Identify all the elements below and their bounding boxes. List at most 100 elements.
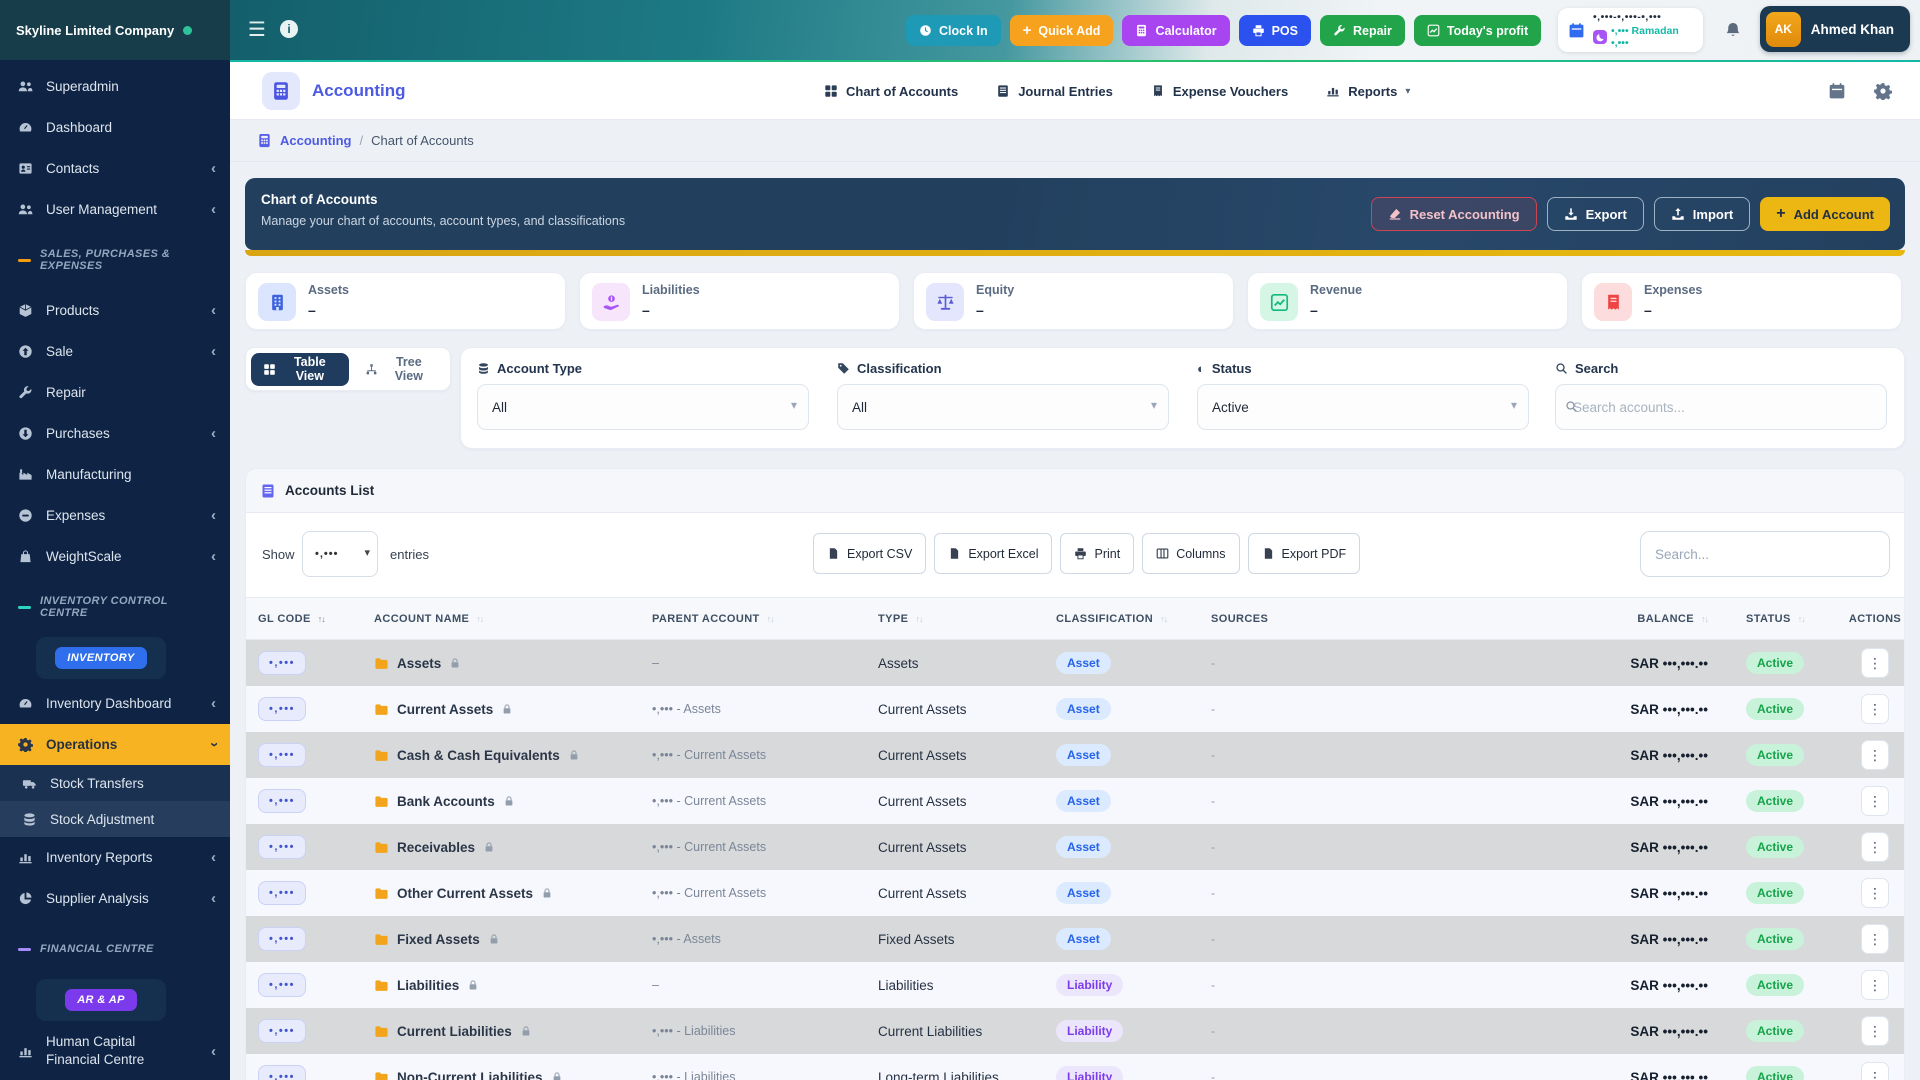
parent-account: •,••• - Current Assets xyxy=(640,840,866,854)
user-menu[interactable]: AK Ahmed Khan xyxy=(1760,6,1910,52)
sources: - xyxy=(1199,840,1456,854)
summary-cards: Assets – Liabilities – Equity – Revenue … xyxy=(245,272,1905,330)
col-parent-account[interactable]: PARENT ACCOUNT↑↓ xyxy=(640,613,866,625)
nav-expense-vouchers[interactable]: Expense Vouchers xyxy=(1151,84,1288,99)
status-badge: Active xyxy=(1746,698,1804,720)
chevron-left-icon: ‹ xyxy=(211,695,216,712)
table-row[interactable]: •,••• Assets – Assets Asset - SAR •••,••… xyxy=(246,640,1904,686)
sidebar-item-manufacturing[interactable]: Manufacturing xyxy=(0,454,230,495)
sidebar-item-expenses[interactable]: Expenses‹ xyxy=(0,495,230,536)
add-account-button[interactable]: +Add Account xyxy=(1760,197,1890,231)
clock-in-button[interactable]: Clock In xyxy=(906,15,1001,46)
breadcrumb-accounting[interactable]: Accounting xyxy=(280,133,352,148)
quick-add-button[interactable]: +Quick Add xyxy=(1010,15,1114,46)
todays-profit-button[interactable]: Today's profit xyxy=(1414,15,1541,46)
table-row[interactable]: •,••• Current Liabilities •,••• - Liabil… xyxy=(246,1008,1904,1054)
sidebar-item-sale[interactable]: Sale‹ xyxy=(0,331,230,372)
col-type[interactable]: TYPE↑↓ xyxy=(866,613,1044,625)
sidebar-item-stock-transfers[interactable]: Stock Transfers xyxy=(0,765,230,801)
search-accounts-input[interactable] xyxy=(1555,384,1887,430)
entries-per-page-select[interactable]: •,••• xyxy=(302,531,378,577)
sidebar-item-user-management[interactable]: User Management‹ xyxy=(0,189,230,230)
table-row[interactable]: •,••• Cash & Cash Equivalents •,••• - Cu… xyxy=(246,732,1904,778)
col-gl-code[interactable]: GL CODE↑↓ xyxy=(246,613,362,625)
row-actions-button[interactable]: ⋮ xyxy=(1861,740,1889,770)
account-type-select[interactable]: All xyxy=(477,384,809,430)
table-view-button[interactable]: Table View xyxy=(251,353,349,386)
import-button[interactable]: Import xyxy=(1654,197,1750,231)
pos-button[interactable]: POS xyxy=(1239,15,1311,46)
print-button[interactable]: Print xyxy=(1060,533,1134,574)
row-actions-button[interactable]: ⋮ xyxy=(1861,878,1889,908)
sidebar-item-superadmin[interactable]: Superadmin xyxy=(0,66,230,107)
col-sources[interactable]: SOURCES xyxy=(1199,613,1456,625)
sidebar-item-human-capital-financial-centre[interactable]: Human Capital Financial Centre‹ xyxy=(0,1025,230,1077)
hijri-date: •,••• Ramadan •,••• xyxy=(1593,25,1693,49)
row-actions-button[interactable]: ⋮ xyxy=(1861,970,1889,1000)
tree-view-button[interactable]: Tree View xyxy=(353,353,445,386)
date-widget[interactable]: •,•••-•,•••-•,••• •,••• Ramadan •,••• xyxy=(1558,8,1703,52)
avatar: AK xyxy=(1766,12,1801,47)
sidebar-item-supplier-analysis[interactable]: Supplier Analysis‹ xyxy=(0,878,230,919)
gears-icon xyxy=(18,737,33,752)
export-button[interactable]: Export xyxy=(1547,197,1644,231)
sidebar-item-weightscale[interactable]: WeightScale‹ xyxy=(0,536,230,577)
sidebar-item-label: Superadmin xyxy=(46,79,119,94)
table-row[interactable]: •,••• Fixed Assets •,••• - Assets Fixed … xyxy=(246,916,1904,962)
export-pdf-button[interactable]: Export PDF xyxy=(1248,533,1361,574)
table-row[interactable]: •,••• Liabilities – Liabilities Liabilit… xyxy=(246,962,1904,1008)
sidebar-item-stock-adjustment[interactable]: Stock Adjustment xyxy=(0,801,230,837)
file-icon xyxy=(1262,547,1275,560)
col-balance[interactable]: BALANCE↑↓ xyxy=(1456,613,1708,625)
sidebar-item-label: Operations xyxy=(46,737,117,752)
chevron-left-icon: ‹ xyxy=(211,548,216,565)
account-name: Non-Current Liabilities xyxy=(397,1070,543,1080)
columns-button[interactable]: Columns xyxy=(1142,533,1239,574)
col-status[interactable]: STATUS↑↓ xyxy=(1708,613,1846,625)
col-actions: ACTIONS xyxy=(1846,613,1904,625)
nav-journal-entries[interactable]: Journal Entries xyxy=(996,84,1113,99)
gear-icon[interactable] xyxy=(1874,82,1892,100)
row-actions-button[interactable]: ⋮ xyxy=(1861,648,1889,678)
export-excel-button[interactable]: Export Excel xyxy=(934,533,1052,574)
row-actions-button[interactable]: ⋮ xyxy=(1861,1016,1889,1046)
notification-bell-icon[interactable] xyxy=(1724,21,1742,39)
col-classification[interactable]: CLASSIFICATION↑↓ xyxy=(1044,613,1199,625)
topbar: ☰ i Clock In +Quick Add Calculator POS R… xyxy=(230,0,1920,60)
table-row[interactable]: •,••• Bank Accounts •,••• - Current Asse… xyxy=(246,778,1904,824)
nav-reports[interactable]: Reports▾ xyxy=(1326,84,1410,99)
sidebar-item-operations[interactable]: Operations‹ xyxy=(0,724,230,765)
nav-chart-of-accounts[interactable]: Chart of Accounts xyxy=(824,84,958,99)
table-row[interactable]: •,••• Current Assets •,••• - Assets Curr… xyxy=(246,686,1904,732)
table-search-input[interactable] xyxy=(1640,531,1890,577)
hamburger-menu-icon[interactable]: ☰ xyxy=(248,17,266,42)
table-row[interactable]: •,••• Non-Current Liabilities •,••• - Li… xyxy=(246,1054,1904,1080)
row-actions-button[interactable]: ⋮ xyxy=(1861,786,1889,816)
col-account-name[interactable]: ACCOUNT NAME↑↓ xyxy=(362,613,640,625)
export-csv-button[interactable]: Export CSV xyxy=(813,533,926,574)
table-row[interactable]: •,••• Other Current Assets •,••• - Curre… xyxy=(246,870,1904,916)
reset-accounting-button[interactable]: Reset Accounting xyxy=(1371,197,1537,231)
sidebar-item-inventory-reports[interactable]: Inventory Reports‹ xyxy=(0,837,230,878)
sort-icon: ↑↓ xyxy=(915,614,922,624)
row-actions-button[interactable]: ⋮ xyxy=(1861,832,1889,862)
calendar-icon[interactable] xyxy=(1828,82,1846,100)
row-actions-button[interactable]: ⋮ xyxy=(1861,924,1889,954)
repair-button[interactable]: Repair xyxy=(1320,15,1405,46)
row-actions-button[interactable]: ⋮ xyxy=(1861,1062,1889,1080)
sidebar-item-inventory-dashboard[interactable]: Inventory Dashboard‹ xyxy=(0,683,230,724)
balance: SAR •••,•••.•• xyxy=(1456,932,1708,947)
table-row[interactable]: •,••• Receivables •,••• - Current Assets… xyxy=(246,824,1904,870)
info-icon[interactable]: i xyxy=(280,20,298,38)
status-select[interactable]: Active xyxy=(1197,384,1529,430)
sidebar-item-contacts[interactable]: Contacts‹ xyxy=(0,148,230,189)
row-actions-button[interactable]: ⋮ xyxy=(1861,694,1889,724)
sidebar-item-purchases[interactable]: Purchases‹ xyxy=(0,413,230,454)
sidebar-item-repair[interactable]: Repair xyxy=(0,372,230,413)
sidebar-item-dashboard[interactable]: Dashboard xyxy=(0,107,230,148)
sidebar-item-label: Supplier Analysis xyxy=(46,891,149,906)
calculator-button[interactable]: Calculator xyxy=(1122,15,1229,46)
classification-select[interactable]: All xyxy=(837,384,1169,430)
sidebar-item-label: Stock Adjustment xyxy=(50,812,154,827)
sidebar-item-products[interactable]: Products‹ xyxy=(0,290,230,331)
